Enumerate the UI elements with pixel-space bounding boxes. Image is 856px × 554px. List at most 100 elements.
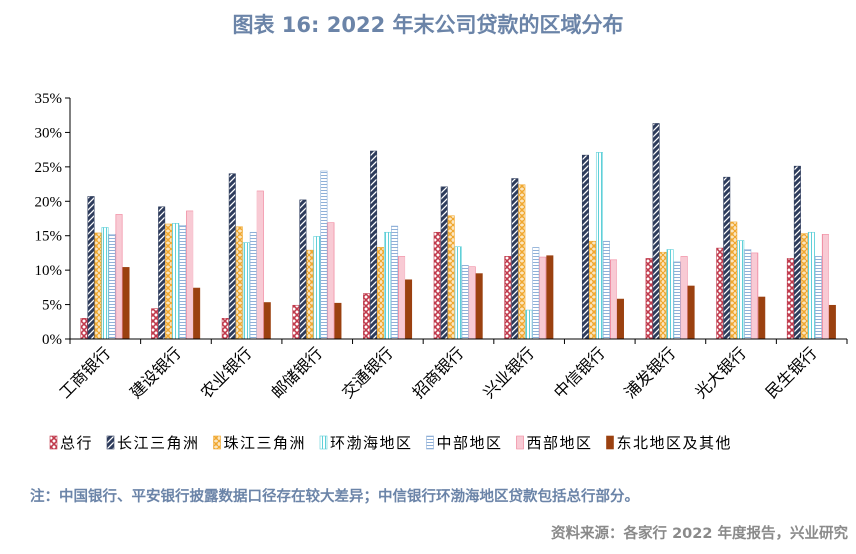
bar-兴业银行-珠江三角洲 <box>518 184 526 340</box>
bar-兴业银行-环渤海地区 <box>525 309 533 340</box>
bar-工商银行-中部地区 <box>108 234 116 340</box>
legend-swatch <box>516 435 524 450</box>
y-tick-label: 25% <box>35 160 63 176</box>
bar-农业银行-东北地区及其他 <box>263 302 271 340</box>
x-tick-label: 工商银行 <box>55 343 114 402</box>
bar-光大银行-西部地区 <box>751 252 759 340</box>
bar-兴业银行-总行 <box>504 256 512 340</box>
x-tick-label: 浦发银行 <box>621 343 680 402</box>
legend-label: 西部地区 <box>527 434 593 452</box>
bar-邮储银行-东北地区及其他 <box>334 302 342 340</box>
bar-民生银行-西部地区 <box>821 234 829 340</box>
bar-农业银行-总行 <box>221 318 229 340</box>
bar-建设银行-总行 <box>151 308 159 340</box>
bar-浦发银行-环渤海地区 <box>666 249 674 340</box>
bar-交通银行-东北地区及其他 <box>405 279 413 340</box>
bar-交通银行-总行 <box>363 293 371 340</box>
legend-label: 珠江三角洲 <box>224 434 307 452</box>
bar-光大银行-珠江三角洲 <box>730 221 738 340</box>
x-tick-label: 兴业银行 <box>479 343 538 402</box>
bar-建设银行-长江三角洲 <box>158 206 166 340</box>
x-tick-label: 建设银行 <box>126 343 185 402</box>
legend-label: 长江三角洲 <box>117 434 200 452</box>
bar-邮储银行-环渤海地区 <box>313 236 321 340</box>
x-tick-label: 邮储银行 <box>267 343 326 402</box>
bar-农业银行-长江三角洲 <box>228 173 236 340</box>
bar-浦发银行-长江三角洲 <box>652 123 660 340</box>
bar-工商银行-东北地区及其他 <box>122 267 130 340</box>
legend-swatch <box>49 435 58 450</box>
x-tick-label: 交通银行 <box>338 343 397 402</box>
bar-中信银行-东北地区及其他 <box>616 298 624 340</box>
bar-浦发银行-珠江三角洲 <box>659 251 667 340</box>
bar-民生银行-东北地区及其他 <box>828 304 836 340</box>
bar-建设银行-珠江三角洲 <box>165 223 173 340</box>
legend-label: 总行 <box>60 434 93 452</box>
bar-招商银行-环渤海地区 <box>454 246 462 340</box>
bar-邮储银行-长江三角洲 <box>299 199 307 340</box>
bar-招商银行-东北地区及其他 <box>475 273 483 340</box>
y-tick-label: 15% <box>35 229 63 245</box>
bar-工商银行-珠江三角洲 <box>94 232 102 340</box>
bar-农业银行-中部地区 <box>249 231 257 340</box>
legend-swatch <box>319 435 328 450</box>
bar-邮储银行-中部地区 <box>320 170 328 340</box>
bar-招商银行-中部地区 <box>461 265 469 340</box>
bar-招商银行-珠江三角洲 <box>447 215 455 340</box>
bar-建设银行-西部地区 <box>186 210 194 340</box>
bar-工商银行-长江三角洲 <box>87 196 95 340</box>
x-tick-label: 中信银行 <box>550 343 609 402</box>
bar-邮储银行-珠江三角洲 <box>306 249 314 340</box>
bar-农业银行-珠江三角洲 <box>235 226 243 340</box>
bar-兴业银行-西部地区 <box>539 256 547 340</box>
bar-民生银行-总行 <box>786 258 794 340</box>
bar-交通银行-珠江三角洲 <box>377 247 385 340</box>
legend-label: 东北地区及其他 <box>617 434 733 452</box>
bar-招商银行-西部地区 <box>468 266 476 340</box>
x-tick-label: 光大银行 <box>691 343 750 402</box>
bar-中信银行-环渤海地区 <box>595 152 603 340</box>
y-tick-label: 10% <box>35 263 63 279</box>
legend-label: 环渤海地区 <box>330 434 413 452</box>
data-source: 资料来源：各家行 2022 年度报告，兴业研究 <box>551 526 848 542</box>
bar-交通银行-环渤海地区 <box>384 231 392 340</box>
bar-光大银行-东北地区及其他 <box>758 296 766 340</box>
bar-光大银行-环渤海地区 <box>737 240 745 340</box>
bar-浦发银行-东北地区及其他 <box>687 285 695 340</box>
bar-建设银行-环渤海地区 <box>172 223 180 340</box>
bar-浦发银行-西部地区 <box>680 256 688 340</box>
bar-兴业银行-长江三角洲 <box>511 178 519 340</box>
y-tick-label: 20% <box>35 194 63 210</box>
legend-swatch <box>106 435 115 450</box>
bar-建设银行-东北地区及其他 <box>193 287 201 340</box>
bar-邮储银行-西部地区 <box>327 222 335 340</box>
bar-民生银行-中部地区 <box>814 256 822 340</box>
bar-民生银行-长江三角洲 <box>793 165 801 340</box>
bar-光大银行-中部地区 <box>744 249 752 340</box>
bar-工商银行-西部地区 <box>115 214 123 340</box>
bar-光大银行-长江三角洲 <box>723 176 731 340</box>
x-tick-label: 农业银行 <box>197 343 256 402</box>
bar-工商银行-环渤海地区 <box>101 227 109 340</box>
bar-光大银行-总行 <box>716 247 724 340</box>
x-tick-label: 招商银行 <box>409 343 468 402</box>
bar-邮储银行-总行 <box>292 304 300 340</box>
bar-建设银行-中部地区 <box>179 225 187 340</box>
legend-swatch <box>606 435 614 450</box>
bar-农业银行-西部地区 <box>256 190 264 340</box>
bar-民生银行-珠江三角洲 <box>800 233 808 340</box>
bar-交通银行-长江三角洲 <box>370 150 378 340</box>
bar-民生银行-环渤海地区 <box>807 231 815 340</box>
x-tick-label: 民生银行 <box>762 343 821 402</box>
bar-兴业银行-东北地区及其他 <box>546 255 554 340</box>
bar-中信银行-珠江三角洲 <box>588 240 596 340</box>
legend-swatch <box>426 435 434 450</box>
legend-swatch <box>213 435 221 450</box>
legend-label: 中部地区 <box>437 434 503 452</box>
chart-title: 图表 16: 2022 年末公司贷款的区域分布 <box>232 13 624 37</box>
y-tick-label: 35% <box>35 91 63 107</box>
y-tick-label: 0% <box>42 332 62 348</box>
footnote: 注：中国银行、平安银行披露数据口径存在较大差异；中信银行环渤海地区贷款包括总行部… <box>30 489 639 505</box>
bar-交通银行-中部地区 <box>391 225 399 340</box>
y-tick-label: 5% <box>42 298 62 314</box>
